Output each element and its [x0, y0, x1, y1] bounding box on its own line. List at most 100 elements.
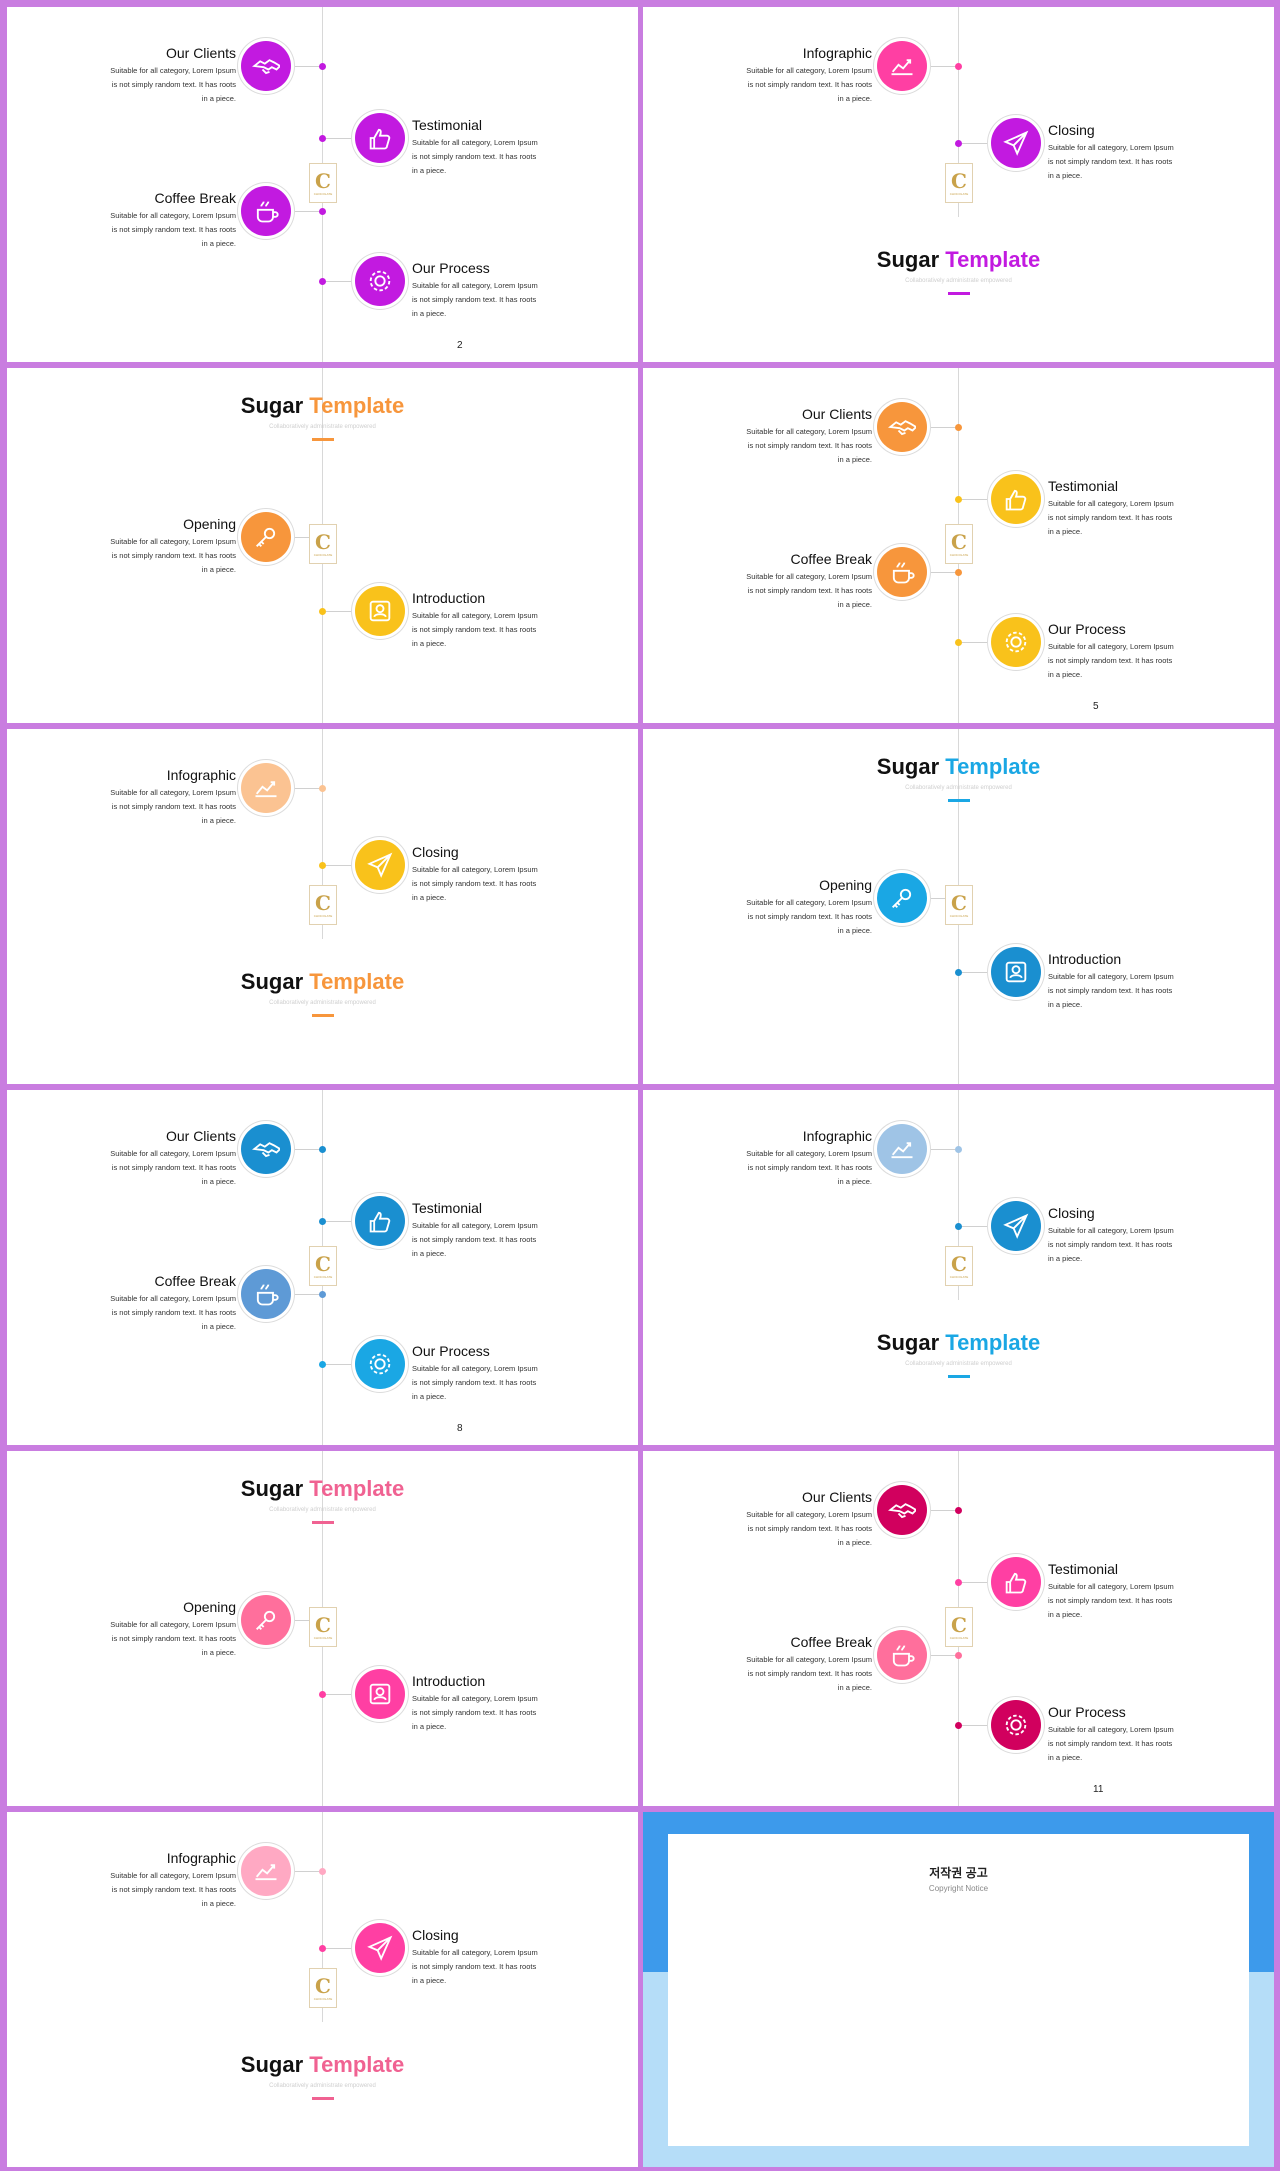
slide-9[interactable]: Sugar Template Collaboratively administra…: [7, 1451, 638, 1806]
description-line: is not simply random text. It has roots: [111, 802, 236, 811]
connector-line: [962, 143, 987, 144]
description-line: in a piece.: [837, 94, 872, 103]
item-coffee: Coffee Break Suitable for all category, L…: [712, 1634, 872, 1695]
item-description: Suitable for all category, Lorem Ipsum is…: [412, 279, 572, 321]
title-subtitle: Collaboratively administrate empowered: [905, 785, 1012, 791]
item-title: Testimonial: [1048, 1561, 1119, 1577]
description-line: Suitable for all category, Lorem Ipsum: [110, 537, 236, 546]
page-number: 11: [1093, 1784, 1104, 1795]
paper-plane-icon: [367, 852, 393, 878]
description-line: Suitable for all category, Lorem Ipsum: [746, 572, 872, 581]
slide-6[interactable]: Sugar Template Collaboratively administra…: [643, 729, 1274, 1084]
item-infographic: Infographic Suitable for all category, Lo…: [712, 1128, 872, 1189]
title-first-word: Sugar: [240, 393, 304, 418]
item-infographic: Infographic Suitable for all category, Lo…: [76, 1850, 236, 1911]
description-line: in a piece.: [201, 565, 236, 574]
description-line: in a piece.: [1048, 1610, 1083, 1619]
description-line: Suitable for all category, Lorem Ipsum: [412, 138, 538, 147]
item-introduction: Introduction Suitable for all category, L…: [412, 590, 572, 651]
item-description: Suitable for all category, Lorem Ipsum is…: [712, 1653, 872, 1695]
slide-1[interactable]: Our Clients Suitable for all category, Lo…: [7, 7, 638, 362]
description-line: is not simply random text. It has roots: [412, 879, 537, 888]
slide-5[interactable]: Infographic Suitable for all category, Lo…: [7, 729, 638, 1084]
item-circle-opening: [241, 512, 291, 562]
item-circle-clients: [877, 402, 927, 452]
coffee-cup-icon: [892, 562, 915, 584]
brand-mark-text: CHOCOLATE: [949, 553, 969, 557]
slide-title: Sugar Template Collaboratively administra…: [643, 247, 1274, 295]
item-circle-process: [991, 1700, 1041, 1750]
brand-letter: C: [951, 1613, 967, 1637]
description-line: in a piece.: [412, 166, 447, 175]
timeline-dot: [319, 862, 326, 869]
timeline-dot: [319, 1945, 326, 1952]
slide-3[interactable]: Sugar Template Collaboratively administra…: [7, 368, 638, 723]
item-circle-testimonial: [991, 1557, 1041, 1607]
description-line: in a piece.: [201, 1648, 236, 1657]
title-underline: [947, 1375, 970, 1378]
timeline-dot: [319, 608, 326, 615]
connector-line: [326, 865, 351, 866]
title-subtitle: Collaboratively administrate empowered: [269, 1000, 376, 1006]
description-line: is not simply random text. It has roots: [111, 1634, 236, 1643]
title-heading: Sugar Template: [7, 393, 638, 419]
slide-4[interactable]: Our Clients Suitable for all category, Lo…: [643, 368, 1274, 723]
item-circle-introduction: [355, 1669, 405, 1719]
item-introduction: Introduction Suitable for all category, L…: [1048, 951, 1208, 1012]
slide-2[interactable]: Infographic Suitable for all category, Lo…: [643, 7, 1274, 362]
description-line: in a piece.: [201, 1322, 236, 1331]
item-closing: Closing Suitable for all category, Lorem …: [412, 1927, 572, 1988]
item-title: Opening: [183, 516, 236, 532]
slide-10[interactable]: Our Clients Suitable for all category, Lo…: [643, 1451, 1274, 1806]
slide-8[interactable]: Infographic Suitable for all category, Lo…: [643, 1090, 1274, 1445]
timeline-dot: [319, 1361, 326, 1368]
description-line: in a piece.: [1048, 171, 1083, 180]
item-title: Closing: [412, 1927, 459, 1943]
item-title: Closing: [412, 844, 459, 860]
item-title: Our Clients: [801, 1489, 872, 1505]
description-line: Suitable for all category, Lorem Ipsum: [1048, 499, 1174, 508]
description-line: Suitable for all category, Lorem Ipsum: [412, 611, 538, 620]
connector-line: [295, 211, 319, 212]
item-title: Coffee Break: [154, 1273, 236, 1289]
timeline-dot: [955, 969, 962, 976]
connector-line: [931, 66, 955, 67]
item-circle-testimonial: [355, 1196, 405, 1246]
item-circle-opening: [877, 873, 927, 923]
connector-line: [962, 1226, 987, 1227]
slide-12[interactable]: 저작권 공고 Copyright Notice: [643, 1812, 1274, 2167]
description-line: in a piece.: [1048, 1000, 1083, 1009]
presentation-icon: [369, 600, 391, 622]
copyright-notice-panel: 저작권 공고 Copyright Notice: [668, 1834, 1249, 2146]
description-line: in a piece.: [1048, 1753, 1083, 1762]
paper-plane-icon: [367, 1935, 393, 1961]
description-line: is not simply random text. It has roots: [747, 1163, 872, 1172]
paper-plane-icon: [1003, 130, 1029, 156]
item-description: Suitable for all category, Lorem Ipsum is…: [76, 64, 236, 106]
brand-mark-text: CHOCOLATE: [949, 1636, 969, 1640]
gear-icon: [369, 1353, 391, 1375]
item-circle-infographic: [241, 763, 291, 813]
connector-line: [931, 1149, 955, 1150]
title-heading: Sugar Template: [7, 1476, 638, 1502]
item-circle-infographic: [241, 1846, 291, 1896]
title-first-word: Sugar: [240, 969, 304, 994]
title-underline: [311, 1521, 334, 1524]
thumbs-up-icon: [369, 1211, 391, 1233]
brand-mark-text: CHOCOLATE: [313, 914, 333, 918]
brand-mark-text: CHOCOLATE: [949, 192, 969, 196]
item-description: Suitable for all category, Lorem Ipsum is…: [1048, 970, 1208, 1012]
item-testimonial: Testimonial Suitable for all category, Lo…: [1048, 478, 1208, 539]
title-heading: Sugar Template: [7, 969, 638, 995]
description-line: Suitable for all category, Lorem Ipsum: [110, 788, 236, 797]
brand-letter: C: [315, 891, 331, 915]
title-underline: [311, 2097, 334, 2100]
description-line: Suitable for all category, Lorem Ipsum: [110, 211, 236, 220]
connector-line: [962, 1582, 987, 1583]
slide-11[interactable]: Infographic Suitable for all category, Lo…: [7, 1812, 638, 2167]
handshake-icon: [252, 1142, 280, 1158]
description-line: Suitable for all category, Lorem Ipsum: [1048, 143, 1174, 152]
description-line: in a piece.: [837, 600, 872, 609]
connector-line: [931, 572, 955, 573]
slide-7[interactable]: Our Clients Suitable for all category, Lo…: [7, 1090, 638, 1445]
